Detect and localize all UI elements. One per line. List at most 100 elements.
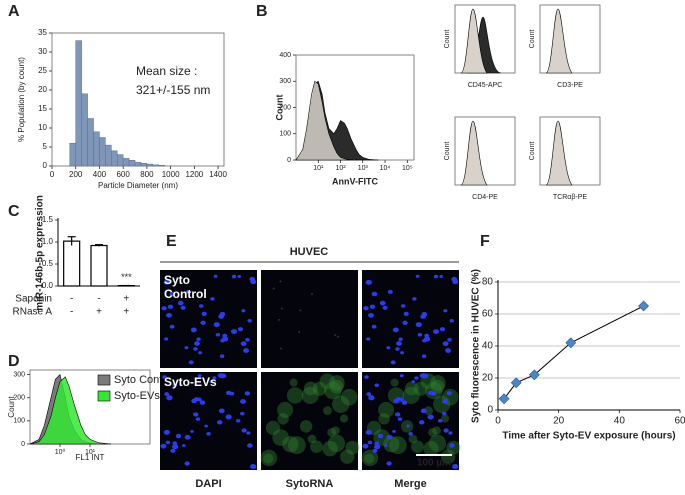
nucleus xyxy=(161,306,167,311)
background-signal xyxy=(280,307,283,310)
nucleus xyxy=(172,383,177,388)
micrograph xyxy=(261,372,358,470)
nucleus xyxy=(167,304,174,309)
background-signal xyxy=(272,287,275,290)
point xyxy=(528,369,540,381)
nucleus xyxy=(377,433,384,439)
column-label: SytoRNA xyxy=(286,478,334,490)
condition-name: Saponin xyxy=(15,294,52,305)
column-label: DAPI xyxy=(195,478,221,490)
bar xyxy=(99,137,106,167)
background-signal xyxy=(298,330,301,333)
y-tick-label: 200 xyxy=(279,104,291,111)
nucleus xyxy=(374,444,381,450)
x-tick-label: 10¹ xyxy=(313,165,324,172)
nucleus xyxy=(421,354,427,358)
nucleus xyxy=(414,376,419,380)
y-tick-label: 15 xyxy=(38,104,47,113)
cytoplasm-signal xyxy=(289,378,298,387)
nucleus xyxy=(163,279,170,285)
histogram-area xyxy=(295,80,379,161)
nucleus xyxy=(237,274,242,279)
y-tick-label: 0.0 xyxy=(42,281,54,290)
nucleus xyxy=(392,327,399,333)
nucleus xyxy=(165,440,171,445)
micrograph xyxy=(261,270,358,368)
flow-frame xyxy=(539,116,601,186)
nucleus xyxy=(215,332,221,337)
cytoplasm-signal xyxy=(428,427,438,437)
nucleus xyxy=(184,434,191,440)
cytoplasm-signal xyxy=(390,378,399,387)
cytoplasm-signal xyxy=(364,453,375,464)
x-tick-label: 1400 xyxy=(209,170,227,179)
flow-frame xyxy=(454,116,516,186)
cytoplasm-signal xyxy=(378,413,390,425)
cytoplasm-signal xyxy=(345,440,360,455)
cytoplasm-signal xyxy=(440,414,450,423)
bar xyxy=(111,150,118,167)
nucleus xyxy=(241,309,246,313)
y-tick-label: 0 xyxy=(487,405,493,416)
annotation: 321+/-155 nm xyxy=(136,83,210,97)
cytoplasm-signal xyxy=(324,381,342,400)
cytoplasm-signal xyxy=(329,379,344,394)
nucleus xyxy=(169,291,176,297)
nucleus xyxy=(185,289,191,294)
x-tick-label: 0 xyxy=(495,416,501,427)
nucleus xyxy=(442,341,449,347)
legend-label: Syto Control xyxy=(114,374,175,386)
nucleus xyxy=(412,297,417,301)
trend-line xyxy=(503,305,644,400)
cytoplasm-signal xyxy=(441,449,456,464)
nucleus xyxy=(240,411,245,416)
nucleus xyxy=(172,441,178,446)
cytoplasm-signal xyxy=(301,386,319,405)
micrograph xyxy=(160,372,257,470)
micrograph xyxy=(362,270,459,368)
panel-label: B xyxy=(256,3,268,20)
nucleus xyxy=(213,322,220,328)
nucleus xyxy=(362,443,369,449)
nucleus xyxy=(439,274,444,279)
nucleus xyxy=(366,337,371,341)
nucleus xyxy=(379,300,386,306)
cytoplasm-signal xyxy=(307,434,317,444)
nucleus xyxy=(222,333,228,338)
x-tick-label: 60 xyxy=(674,416,685,427)
scale-bar-label: 100 µm xyxy=(417,458,451,469)
nucleus xyxy=(399,374,404,378)
point xyxy=(510,377,522,389)
y-tick-label: 1.0 xyxy=(42,237,54,246)
nucleus xyxy=(372,448,378,453)
cytoplasm-signal xyxy=(265,420,281,436)
y-tick-label: 10 xyxy=(38,123,47,132)
x-tick-label: 10³ xyxy=(358,165,369,172)
cytoplasm-signal xyxy=(411,440,424,453)
y-tick-label: 5 xyxy=(43,142,48,151)
cytoplasm-signal xyxy=(329,375,345,391)
cytoplasm-signal xyxy=(322,440,338,457)
bar xyxy=(122,158,130,167)
cytoplasm-signal xyxy=(408,434,418,444)
cytoplasm-signal xyxy=(402,386,420,405)
nucleus xyxy=(199,304,204,308)
nucleus xyxy=(200,320,206,325)
flow-x-label: CD4-PE xyxy=(472,194,498,201)
cytoplasm-signal xyxy=(413,381,428,396)
y-tick-label: 300 xyxy=(279,78,291,85)
nucleus xyxy=(177,300,184,306)
panel-label: E xyxy=(166,233,177,250)
nucleus xyxy=(194,341,200,346)
nucleus xyxy=(164,337,169,341)
x-tick-label: 10⁵ xyxy=(402,165,413,172)
nucleus xyxy=(363,306,369,311)
nucleus xyxy=(448,431,453,435)
nucleus xyxy=(213,274,218,278)
flow-y-label: Count xyxy=(529,142,536,161)
nucleus xyxy=(197,374,202,378)
nucleus xyxy=(424,333,430,338)
cytoplasm-signal xyxy=(388,436,407,455)
nucleus xyxy=(169,324,175,329)
nucleus xyxy=(365,279,372,285)
